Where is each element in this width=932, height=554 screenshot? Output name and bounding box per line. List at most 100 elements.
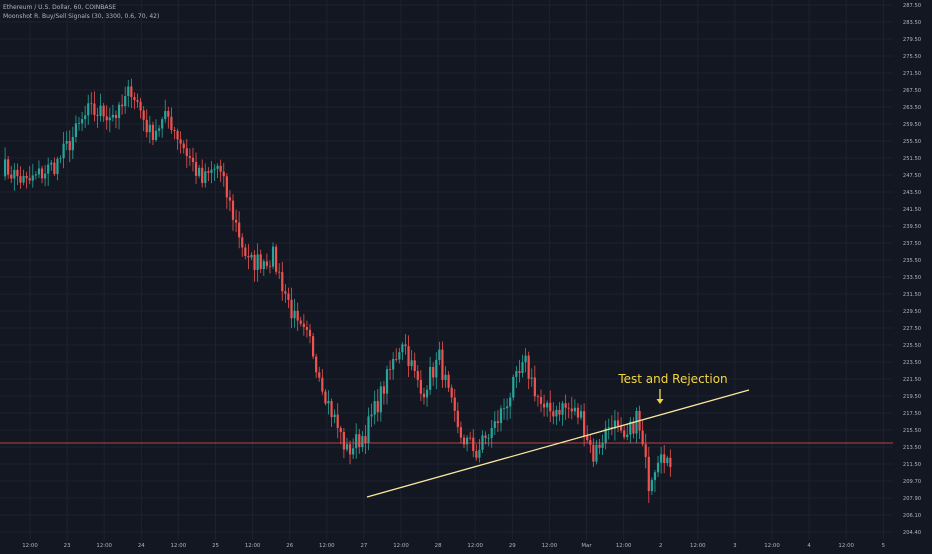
candle-down — [413, 360, 416, 372]
x-tick-label: 12:00 — [96, 543, 112, 549]
candle-up — [607, 427, 610, 429]
candle-down — [170, 116, 173, 130]
candle-up — [352, 448, 355, 455]
candle-down — [176, 130, 179, 140]
candle-down — [102, 105, 105, 117]
candle-up — [50, 162, 53, 165]
candle-down — [241, 237, 244, 248]
candle-up — [490, 427, 493, 438]
x-tick-label: 12:00 — [764, 543, 780, 549]
candle-up — [601, 443, 604, 448]
candle-up — [555, 409, 558, 417]
candle-up — [579, 411, 583, 418]
trend-line[interactable] — [366, 389, 750, 498]
candle-up — [595, 444, 598, 462]
candle-down — [90, 103, 93, 105]
y-tick-label: 227.50 — [903, 326, 921, 332]
candle-down — [278, 271, 281, 273]
y-tick-label: 221.50 — [903, 377, 921, 383]
candle-down — [336, 414, 339, 428]
candle-down — [308, 329, 312, 337]
candle-down — [105, 116, 108, 121]
candle-down — [598, 444, 601, 448]
candle-down — [238, 222, 241, 238]
candle-up — [47, 164, 50, 174]
candle-down — [330, 400, 333, 418]
candle-down — [641, 430, 644, 445]
candle-up — [635, 410, 638, 434]
candle-down — [194, 162, 198, 176]
candle-down — [549, 402, 552, 412]
candle-up — [127, 86, 130, 97]
x-tick-label: 24 — [138, 543, 145, 549]
candle-down — [376, 401, 379, 413]
candle-up — [370, 414, 373, 417]
price-axis[interactable]: 287.50 283.50 279.50 275.50 271.50 267.50 263.… — [893, 0, 932, 550]
candle-down — [173, 129, 176, 131]
candle-down — [567, 407, 570, 409]
candle-up — [660, 454, 663, 463]
candle-down — [96, 114, 99, 116]
x-tick-label: 29 — [509, 543, 516, 549]
candle-up — [74, 123, 78, 138]
time-axis[interactable]: 12:00 23 12:00 24 12:00 25 12:00 26 12:00 27 12:00… — [22, 543, 885, 549]
candle-up — [512, 377, 515, 398]
candle-down — [268, 265, 272, 267]
candle-down — [318, 372, 321, 378]
candle-up — [3, 159, 7, 177]
symbol-title[interactable]: Ethereum / U.S. Dollar, 60, COINBASE — [3, 4, 117, 11]
candle-up — [13, 169, 16, 179]
candle-down — [432, 366, 435, 378]
x-tick-label: Mar — [581, 543, 592, 549]
x-tick-label: 28 — [435, 543, 442, 549]
indicator-label[interactable]: Moonshot R. Buy/Sell Signals (30, 3300, … — [3, 13, 160, 20]
candle-down — [302, 323, 305, 328]
y-tick-label: 217.50 — [903, 411, 921, 417]
x-tick-label: 5 — [882, 543, 885, 549]
candle-down — [496, 421, 499, 424]
x-tick-label: 2 — [659, 543, 662, 549]
candle-down — [93, 103, 96, 115]
candle-up — [604, 428, 607, 444]
candle-up — [653, 472, 657, 481]
candle-up — [392, 358, 395, 370]
candle-down — [533, 377, 536, 397]
candle-down — [518, 371, 521, 373]
candle-down — [539, 396, 543, 404]
candle-up — [546, 402, 549, 408]
annotation-label[interactable]: Test and Rejection — [617, 372, 727, 386]
x-tick-label: 12:00 — [245, 543, 261, 549]
candle-down — [416, 371, 419, 380]
candle-up — [493, 421, 496, 428]
candle-down — [287, 293, 290, 300]
candle-down — [133, 97, 136, 101]
candle-down — [188, 156, 191, 158]
y-tick-label: 239.50 — [903, 224, 921, 230]
candle-up — [124, 96, 127, 107]
candle-down — [324, 391, 327, 404]
candle-down — [404, 344, 407, 347]
candle-down — [121, 104, 124, 107]
candle-up — [444, 374, 447, 380]
y-tick-label: 247.50 — [903, 173, 921, 179]
candle-down — [558, 409, 561, 415]
candle-up — [478, 449, 481, 458]
y-tick-label: 213.50 — [903, 445, 921, 451]
y-tick-label: 241.50 — [903, 207, 921, 213]
candle-down — [475, 451, 478, 458]
candle-up — [385, 369, 389, 394]
grid — [0, 0, 893, 540]
candle-down — [583, 411, 586, 437]
candle-down — [669, 457, 672, 468]
candle-up — [71, 137, 74, 151]
candle-down — [623, 430, 626, 438]
candle-down — [315, 356, 318, 373]
candle-up — [367, 416, 370, 443]
candle-down — [225, 176, 228, 198]
candle-down — [450, 387, 453, 398]
candle-down — [663, 454, 666, 464]
candle-up — [425, 389, 429, 398]
candle-down — [7, 159, 10, 175]
